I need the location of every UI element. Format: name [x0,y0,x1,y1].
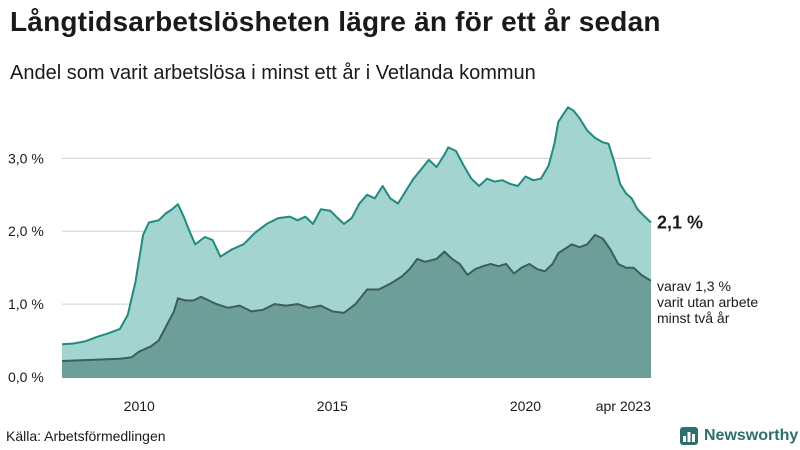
x-tick-label: 2015 [317,398,348,414]
chart-subtitle: Andel som varit arbetslösa i minst ett å… [10,62,536,84]
y-tick-label: 2,0 % [8,223,44,239]
x-tick-label: 2020 [510,398,541,414]
varav-end-label: minst två år [657,310,730,326]
y-tick-label: 0,0 % [8,369,44,385]
brand-logo: Newsworthy [680,427,798,445]
varav-end-label: varav 1,3 % [657,278,731,294]
x-tick-label: apr 2023 [596,398,651,414]
x-tick-label: 2010 [124,398,155,414]
chart-title: Långtidsarbetslösheten lägre än för ett … [10,6,661,37]
y-tick-label: 3,0 % [8,150,44,166]
line-total [61,106,652,346]
bar-chart-icon [680,427,698,445]
chart-areas [61,106,652,378]
y-tick-label: 1,0 % [8,296,44,312]
x-axis: 2010 2015 2020 apr 2023 [124,398,652,414]
total-end-label: 2,1 % [657,212,703,232]
y-axis: 0,0 % 1,0 % 2,0 % 3,0 % [8,150,44,385]
brand-name: Newsworthy [704,427,799,444]
area-varav [62,234,651,377]
line-varav [61,233,652,362]
source-label: Källa: Arbetsförmedlingen [6,428,166,444]
varav-end-label: varit utan arbete [657,294,758,310]
